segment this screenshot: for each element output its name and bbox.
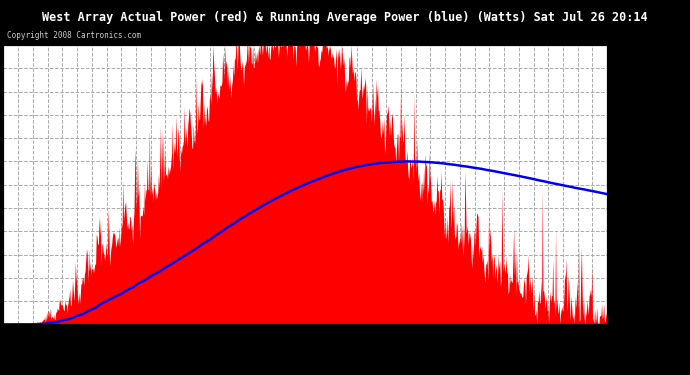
Text: 11:41: 11:41 xyxy=(250,328,257,350)
Text: 17:39: 17:39 xyxy=(501,328,507,350)
Text: 06:04: 06:04 xyxy=(15,328,21,350)
Text: 08:11: 08:11 xyxy=(104,328,110,350)
Text: 19:23: 19:23 xyxy=(575,328,581,350)
Text: 06:47: 06:47 xyxy=(45,328,50,350)
Text: 09:56: 09:56 xyxy=(177,328,183,350)
Text: 10:38: 10:38 xyxy=(206,328,213,350)
Text: 13:05: 13:05 xyxy=(310,328,316,350)
Text: 12:02: 12:02 xyxy=(266,328,271,350)
Text: 16:36: 16:36 xyxy=(457,328,463,350)
Text: 07:08: 07:08 xyxy=(59,328,66,350)
Text: 07:50: 07:50 xyxy=(89,328,95,350)
Text: 19:02: 19:02 xyxy=(560,328,566,350)
Text: 06:26: 06:26 xyxy=(30,328,36,350)
Text: 14:50: 14:50 xyxy=(384,328,389,350)
Text: 15:33: 15:33 xyxy=(413,328,419,350)
Text: 19:44: 19:44 xyxy=(589,328,595,350)
Text: 09:35: 09:35 xyxy=(162,328,168,350)
Text: 13:26: 13:26 xyxy=(324,328,331,350)
Text: 05:39: 05:39 xyxy=(1,328,6,350)
Text: 20:05: 20:05 xyxy=(604,328,610,350)
Text: 15:54: 15:54 xyxy=(428,328,433,350)
Text: 17:18: 17:18 xyxy=(486,328,493,350)
Text: 09:14: 09:14 xyxy=(148,328,154,350)
Text: 10:17: 10:17 xyxy=(192,328,198,350)
Text: 08:53: 08:53 xyxy=(133,328,139,350)
Text: Copyright 2008 Cartronics.com: Copyright 2008 Cartronics.com xyxy=(7,32,141,40)
Text: 15:11: 15:11 xyxy=(398,328,404,350)
Text: 14:29: 14:29 xyxy=(368,328,375,350)
Text: 18:00: 18:00 xyxy=(516,328,522,350)
Text: 12:44: 12:44 xyxy=(295,328,301,350)
Text: 13:47: 13:47 xyxy=(339,328,345,350)
Text: 08:32: 08:32 xyxy=(118,328,124,350)
Text: 11:20: 11:20 xyxy=(236,328,242,350)
Text: 12:23: 12:23 xyxy=(280,328,286,350)
Text: 18:21: 18:21 xyxy=(531,328,537,350)
Text: 10:59: 10:59 xyxy=(221,328,227,350)
Text: 16:15: 16:15 xyxy=(442,328,448,350)
Text: 16:57: 16:57 xyxy=(472,328,477,350)
Text: 18:41: 18:41 xyxy=(545,328,551,350)
Text: 14:08: 14:08 xyxy=(354,328,360,350)
Text: West Array Actual Power (red) & Running Average Power (blue) (Watts) Sat Jul 26 : West Array Actual Power (red) & Running … xyxy=(42,11,648,24)
Text: 07:29: 07:29 xyxy=(74,328,80,350)
